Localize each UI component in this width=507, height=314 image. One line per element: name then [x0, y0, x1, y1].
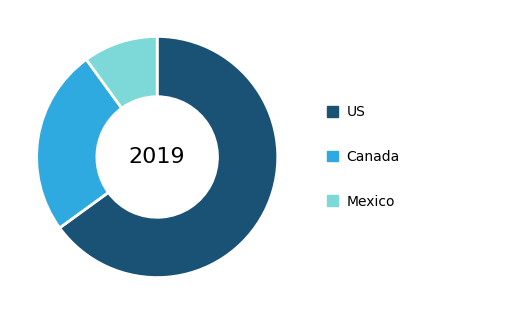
- Wedge shape: [37, 59, 122, 228]
- Legend: US, Canada, Mexico: US, Canada, Mexico: [321, 100, 405, 214]
- Text: 2019: 2019: [129, 147, 186, 167]
- Wedge shape: [86, 36, 157, 108]
- Wedge shape: [60, 36, 278, 278]
